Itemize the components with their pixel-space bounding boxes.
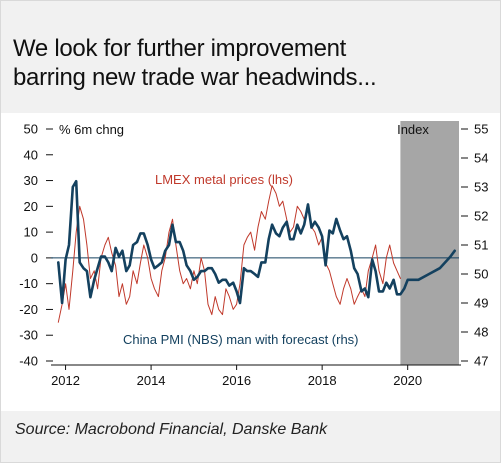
left-tick-label: -20 bbox=[19, 302, 38, 317]
x-tick-label: 2018 bbox=[308, 373, 337, 388]
right-tick-label: 53 bbox=[474, 180, 488, 195]
forecast-region bbox=[400, 121, 459, 365]
pmi-annotation: China PMI (NBS) man with forecast (rhs) bbox=[123, 332, 359, 347]
left-tick-label: 40 bbox=[24, 147, 38, 162]
left-tick-label: 50 bbox=[24, 122, 38, 137]
plot-area: 50 40 30 20 10 0 -10 -20 -30 -40 55 54 53 52 51 50 49 48 4… bbox=[1, 113, 500, 411]
right-tick-label: 50 bbox=[474, 267, 488, 282]
right-tick-label: 51 bbox=[474, 238, 488, 253]
left-tick-label: -30 bbox=[19, 328, 38, 343]
line-chart: 50 40 30 20 10 0 -10 -20 -30 -40 55 54 53 52 51 50 49 48 4… bbox=[19, 121, 488, 388]
right-tick-label: 47 bbox=[474, 354, 488, 369]
title-line-2: barring new trade war headwinds... bbox=[13, 64, 377, 91]
x-tick-label: 2012 bbox=[51, 373, 80, 388]
pmi-series-line bbox=[56, 179, 457, 305]
lmex-series-line bbox=[57, 185, 401, 323]
left-tick-label: 0 bbox=[31, 250, 38, 265]
right-tick-label: 48 bbox=[474, 325, 488, 340]
title-line-1: We look for further improvement bbox=[13, 35, 347, 62]
right-tick-label: 52 bbox=[474, 209, 488, 224]
right-tick-label: 55 bbox=[474, 122, 488, 137]
left-axis-unit: % 6m chng bbox=[59, 122, 124, 137]
right-axis-unit: Index bbox=[397, 122, 429, 137]
x-tick-label: 2016 bbox=[222, 373, 251, 388]
source-note: Source: Macrobond Financial, Danske Bank bbox=[15, 421, 328, 438]
left-tick-label: 10 bbox=[24, 225, 38, 240]
left-tick-label: 30 bbox=[24, 173, 38, 188]
lmex-annotation: LMEX metal prices (lhs) bbox=[155, 172, 293, 187]
x-tick-label: 2014 bbox=[137, 373, 166, 388]
left-tick-label: -10 bbox=[19, 276, 38, 291]
right-tick-label: 54 bbox=[474, 151, 488, 166]
left-tick-label: 20 bbox=[24, 199, 38, 214]
x-tick-label: 2020 bbox=[393, 373, 422, 388]
left-tick-label: -40 bbox=[19, 354, 38, 369]
right-tick-label: 49 bbox=[474, 296, 488, 311]
chart-title: We look for further improvement barring … bbox=[13, 34, 493, 92]
